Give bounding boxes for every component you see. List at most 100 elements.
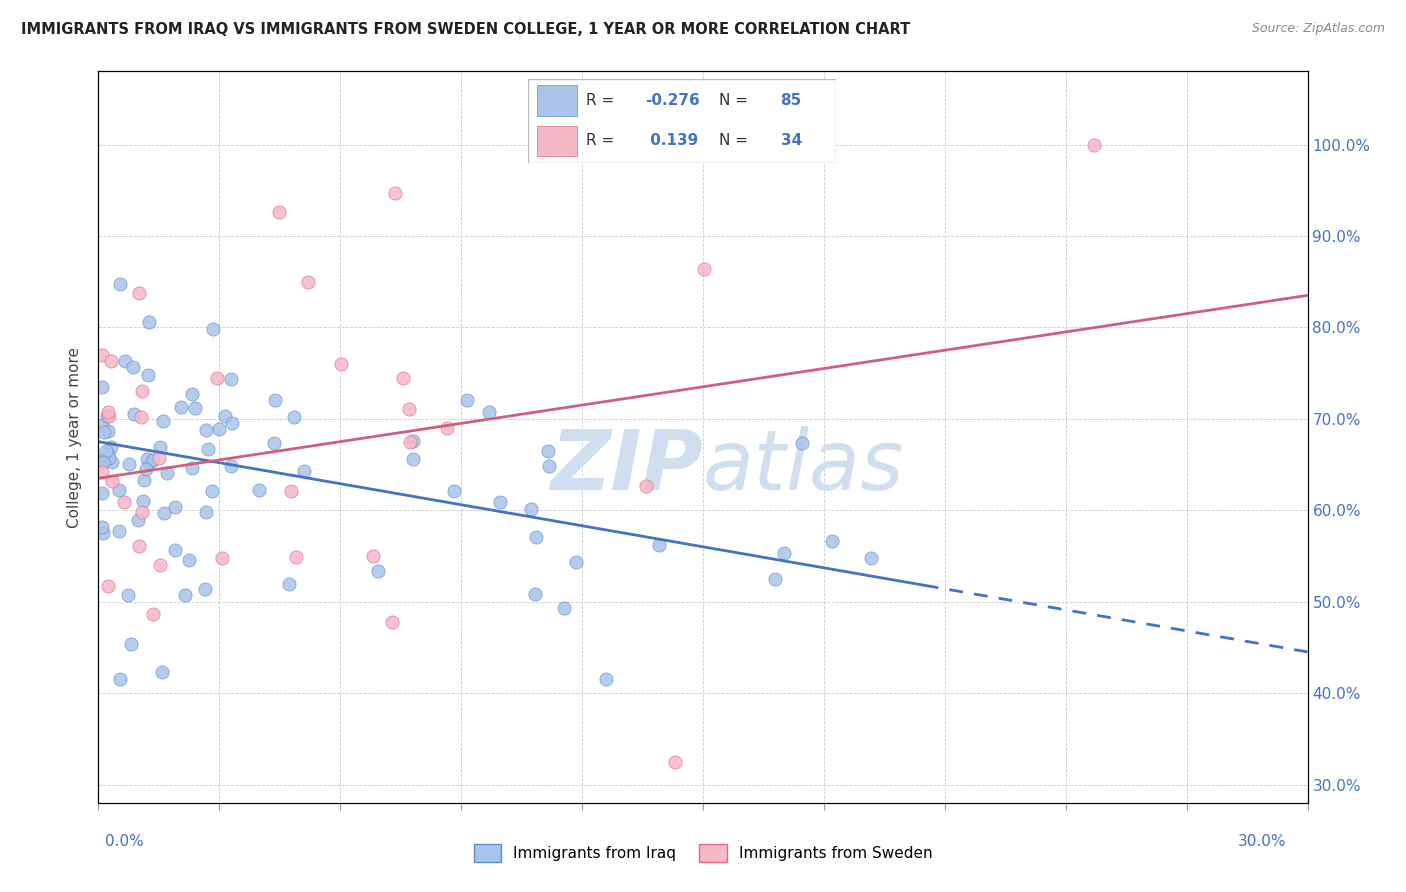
- Point: [1083, 137, 1105, 152]
- Point: [156, 467, 179, 481]
- Point: [91, 485, 114, 500]
- Point: [97, 447, 120, 461]
- Point: [91, 453, 114, 467]
- Point: [402, 434, 425, 448]
- Point: [91, 348, 114, 362]
- Text: 0.0%: 0.0%: [105, 834, 145, 849]
- Point: [664, 755, 686, 769]
- Point: [131, 384, 153, 399]
- Point: [361, 549, 384, 563]
- Point: [821, 533, 844, 548]
- Point: [330, 357, 353, 371]
- Point: [263, 392, 285, 407]
- Point: [194, 505, 217, 519]
- Y-axis label: College, 1 year or more: College, 1 year or more: [67, 347, 83, 527]
- Point: [91, 417, 114, 432]
- Point: [205, 370, 228, 384]
- Point: [163, 500, 186, 515]
- Point: [524, 587, 547, 601]
- Point: [436, 421, 458, 435]
- Point: [278, 577, 301, 591]
- Point: [97, 579, 120, 593]
- Point: [150, 665, 173, 679]
- Point: [194, 582, 217, 596]
- Point: [132, 494, 155, 508]
- Point: [297, 275, 319, 289]
- Point: [100, 440, 122, 454]
- Point: [97, 451, 120, 466]
- Point: [692, 262, 714, 277]
- Point: [100, 354, 122, 368]
- Text: ZIP: ZIP: [550, 425, 703, 507]
- Point: [117, 588, 139, 602]
- Point: [391, 371, 413, 385]
- Text: atlas: atlas: [703, 425, 904, 507]
- Point: [398, 402, 420, 417]
- Point: [165, 543, 187, 558]
- Point: [280, 484, 302, 499]
- Point: [595, 672, 617, 686]
- Point: [773, 545, 796, 559]
- Point: [96, 405, 118, 419]
- Point: [214, 409, 236, 423]
- Point: [488, 494, 510, 508]
- Point: [134, 473, 156, 487]
- Point: [135, 462, 157, 476]
- Point: [195, 423, 218, 437]
- Point: [131, 505, 153, 519]
- Point: [247, 483, 270, 498]
- Point: [91, 525, 114, 540]
- Point: [91, 519, 114, 533]
- Point: [112, 494, 135, 508]
- Point: [263, 436, 285, 450]
- Point: [367, 564, 389, 578]
- Point: [108, 524, 131, 538]
- Point: [537, 444, 560, 458]
- Point: [139, 455, 162, 469]
- Point: [197, 442, 219, 457]
- Point: [129, 409, 152, 424]
- Point: [456, 392, 478, 407]
- Point: [181, 386, 204, 401]
- Point: [384, 186, 406, 200]
- Point: [636, 479, 658, 493]
- Point: [91, 466, 114, 480]
- Point: [170, 401, 193, 415]
- Text: Source: ZipAtlas.com: Source: ZipAtlas.com: [1251, 22, 1385, 36]
- Point: [859, 551, 882, 566]
- Point: [519, 501, 541, 516]
- Point: [128, 539, 150, 553]
- Point: [149, 558, 172, 572]
- Point: [118, 457, 141, 471]
- Point: [128, 286, 150, 301]
- Point: [136, 452, 159, 467]
- Point: [107, 483, 129, 497]
- Point: [100, 474, 122, 488]
- Point: [114, 354, 136, 368]
- Point: [381, 615, 404, 629]
- Text: IMMIGRANTS FROM IRAQ VS IMMIGRANTS FROM SWEDEN COLLEGE, 1 YEAR OR MORE CORRELATI: IMMIGRANTS FROM IRAQ VS IMMIGRANTS FROM …: [21, 22, 910, 37]
- Point: [122, 408, 145, 422]
- Point: [284, 549, 307, 564]
- Point: [96, 409, 118, 423]
- Point: [152, 506, 174, 520]
- Point: [97, 424, 120, 438]
- Point: [179, 553, 201, 567]
- Point: [443, 483, 465, 498]
- Point: [201, 322, 224, 336]
- Point: [152, 414, 174, 428]
- Point: [565, 555, 588, 569]
- Point: [142, 453, 165, 467]
- Point: [478, 405, 501, 419]
- Point: [184, 401, 207, 416]
- Point: [219, 372, 242, 386]
- Point: [221, 417, 243, 431]
- Point: [180, 461, 202, 475]
- Point: [149, 440, 172, 454]
- Point: [148, 450, 170, 465]
- Legend: Immigrants from Iraq, Immigrants from Sweden: Immigrants from Iraq, Immigrants from Sw…: [467, 838, 939, 868]
- Text: 30.0%: 30.0%: [1239, 834, 1286, 849]
- Point: [538, 458, 561, 473]
- Point: [292, 464, 315, 478]
- Point: [401, 452, 423, 467]
